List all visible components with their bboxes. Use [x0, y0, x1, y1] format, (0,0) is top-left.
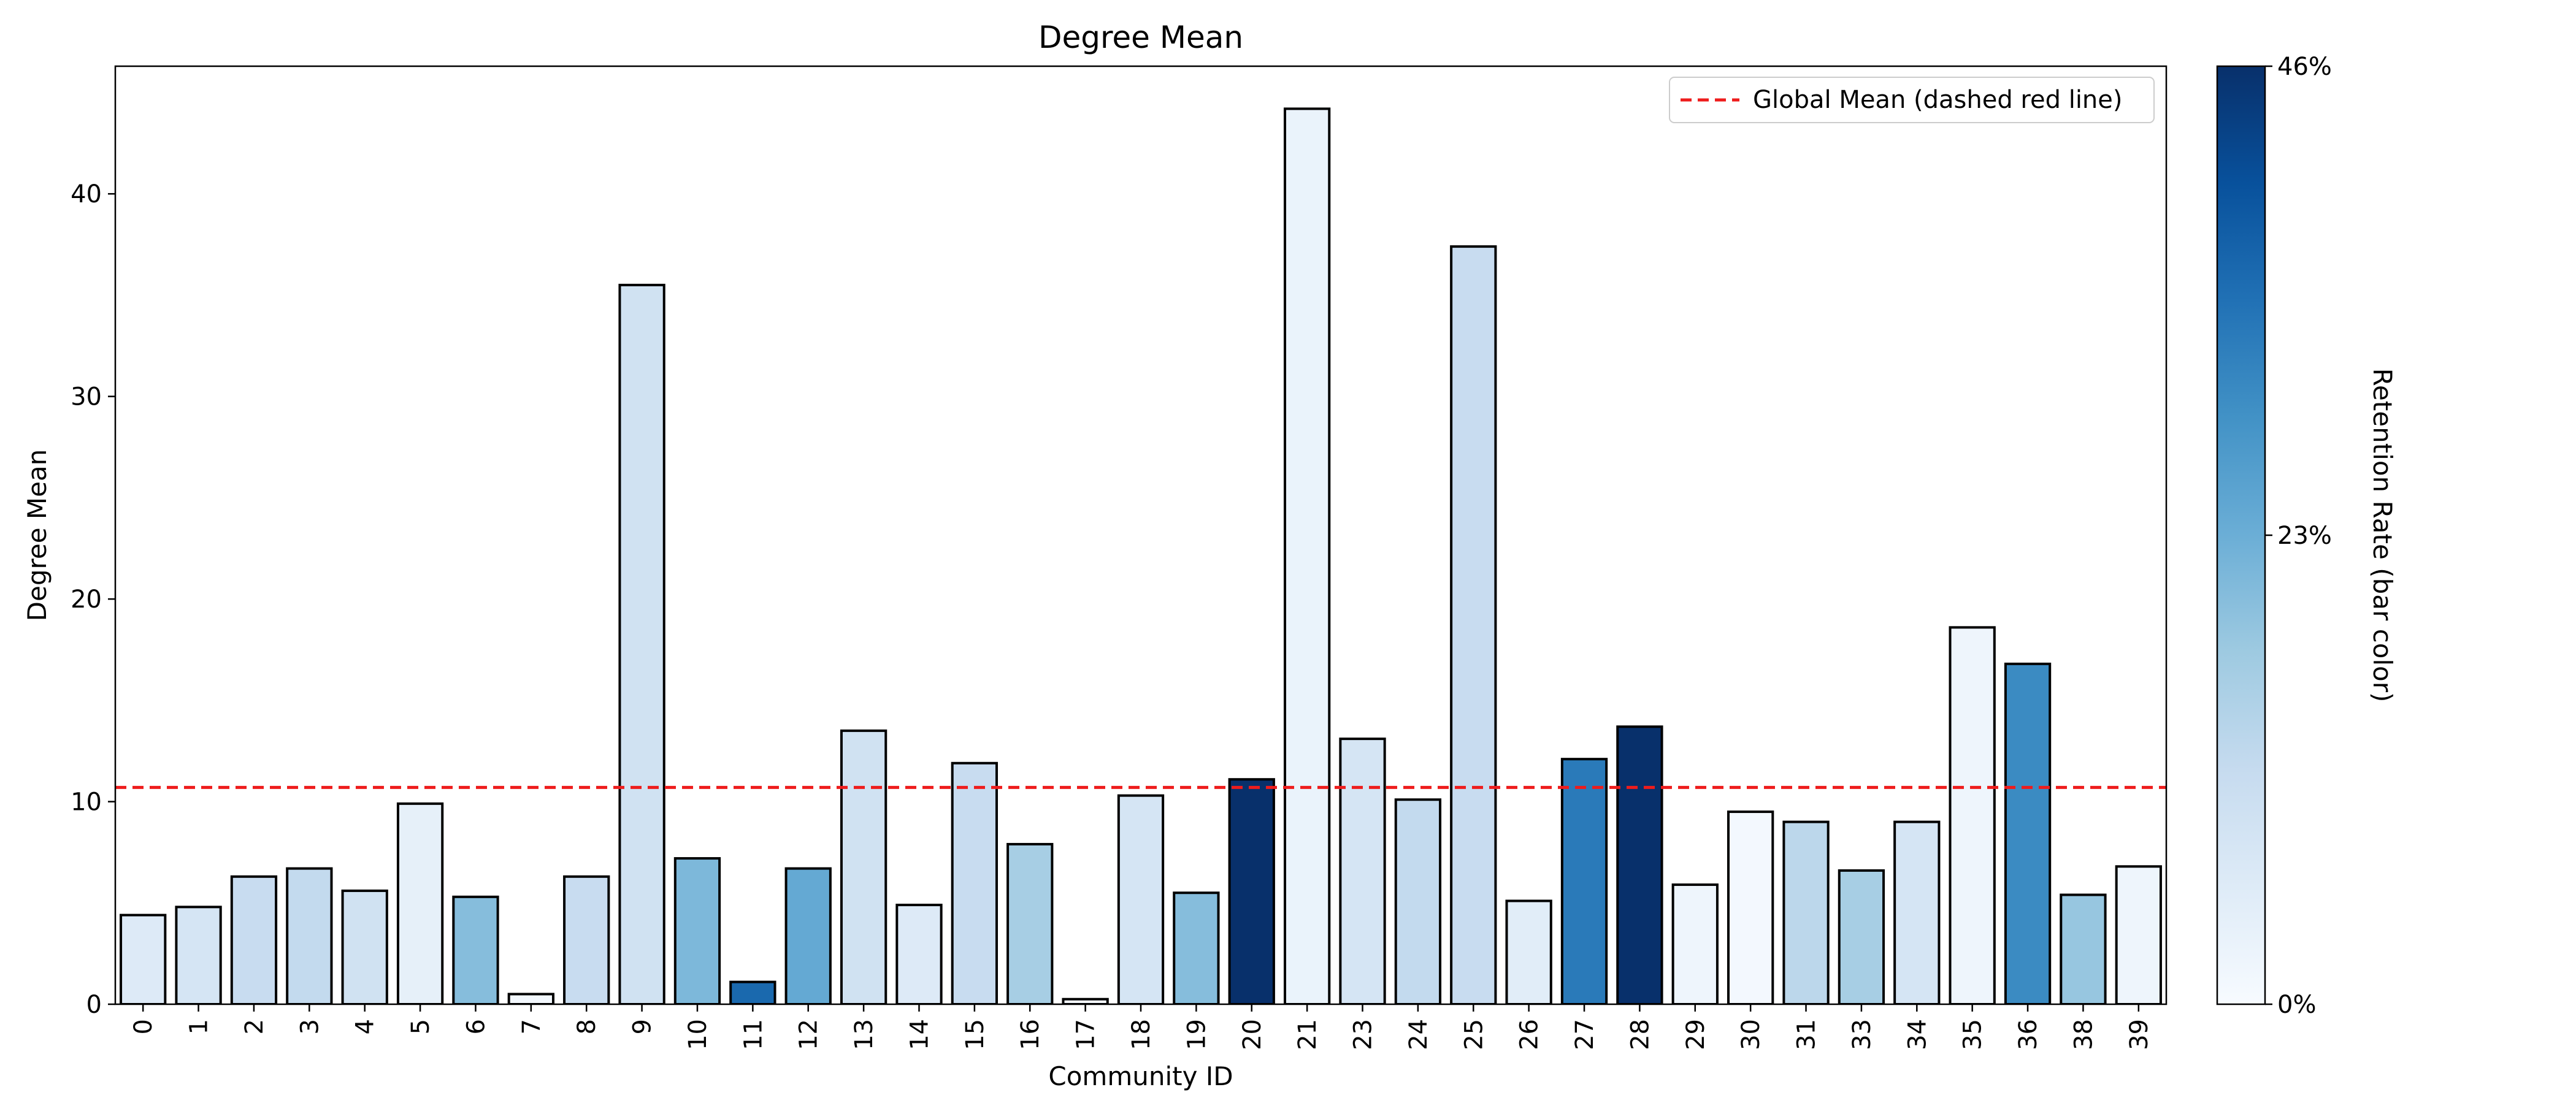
bar-36	[2004, 662, 2052, 1004]
bar-33	[1838, 869, 1885, 1004]
x-tick-label: 29	[1682, 1019, 1710, 1050]
bar-15	[951, 761, 999, 1004]
x-tick-label: 13	[850, 1019, 878, 1050]
x-tick-label: 7	[518, 1019, 546, 1034]
x-tick-label: 28	[1626, 1019, 1654, 1050]
x-axis: 0 1 2 3 4 5 6 7 8 9 10 11 12 13 14 15 16 17 18 19 20 21 23 24 25…	[129, 1004, 2153, 1050]
bar-28	[1616, 725, 1663, 1004]
bar-34	[1893, 820, 1941, 1004]
bar-11	[729, 980, 776, 1004]
bar-7	[507, 993, 554, 1004]
x-tick-label: 18	[1127, 1019, 1156, 1050]
bar-20	[1228, 778, 1275, 1004]
bar-26	[1505, 899, 1552, 1004]
bar-31	[1782, 820, 1830, 1004]
bar-25	[1450, 245, 1497, 1004]
x-tick-label: 1	[185, 1019, 213, 1034]
x-tick-label: 0	[129, 1019, 158, 1034]
bar-6	[452, 895, 499, 1004]
bar-4	[341, 889, 388, 1004]
x-tick-label: 4	[351, 1019, 380, 1034]
bar-35	[1949, 626, 1996, 1004]
legend-label: Global Mean (dashed red line)	[1753, 86, 2123, 114]
x-tick-label: 3	[296, 1019, 324, 1034]
x-tick-label: 5	[407, 1019, 435, 1034]
bar-21	[1283, 107, 1331, 1004]
x-tick-label: 19	[1183, 1019, 1211, 1050]
bar-14	[895, 904, 943, 1004]
y-tick-label: 20	[71, 585, 102, 614]
x-tick-label: 27	[1571, 1019, 1599, 1050]
bar-8	[563, 875, 610, 1004]
bar-16	[1006, 842, 1054, 1004]
x-tick-label: 35	[1959, 1019, 1987, 1050]
x-tick-label: 9	[629, 1019, 657, 1034]
colorbar-tick-label: 46%	[2277, 53, 2332, 81]
x-tick-label: 33	[1848, 1019, 1876, 1050]
bar-24	[1394, 798, 1442, 1004]
colorbar: 0% 23% 46% Retention Rate (bar color)	[2216, 53, 2398, 1019]
bar-27	[1560, 758, 1608, 1004]
bar-29	[1671, 883, 1719, 1004]
x-tick-label: 10	[684, 1019, 712, 1050]
chart-title: Degree Mean	[1038, 20, 1243, 55]
bar-39	[2115, 865, 2162, 1004]
bar-19	[1173, 891, 1220, 1004]
bar-18	[1117, 794, 1165, 1004]
legend: Global Mean (dashed red line)	[1669, 77, 2155, 123]
x-tick-label: 34	[1903, 1019, 1931, 1050]
x-tick-label: 15	[961, 1019, 989, 1050]
bar-12	[784, 867, 832, 1004]
bar-38	[2060, 893, 2107, 1004]
y-tick-label: 40	[71, 180, 102, 208]
x-tick-label: 25	[1460, 1019, 1488, 1050]
bar-0	[120, 913, 167, 1004]
x-tick-label: 31	[1793, 1019, 1821, 1050]
x-tick-label: 11	[739, 1019, 767, 1050]
x-tick-label: 8	[573, 1019, 601, 1034]
bar-10	[673, 857, 721, 1004]
colorbar-label: Retention Rate (bar color)	[2367, 368, 2398, 703]
bar-13	[840, 729, 887, 1004]
y-tick-label: 0	[86, 991, 102, 1019]
bar-23	[1339, 738, 1386, 1004]
bar-5	[396, 802, 444, 1004]
x-tick-label: 23	[1349, 1019, 1378, 1050]
y-axis-title: Degree Mean	[22, 449, 52, 622]
colorbar-tick-label: 23%	[2277, 522, 2332, 550]
x-tick-label: 2	[240, 1019, 269, 1034]
bar-2	[230, 875, 278, 1004]
x-tick-label: 38	[2069, 1019, 2098, 1050]
bar-30	[1727, 810, 1774, 1004]
colorbar-gradient	[2216, 65, 2266, 1005]
bar-1	[175, 906, 222, 1004]
x-tick-label: 21	[1294, 1019, 1322, 1050]
x-tick-label: 30	[1737, 1019, 1765, 1050]
x-axis-title: Community ID	[1048, 1061, 1233, 1091]
x-tick-label: 14	[905, 1019, 933, 1050]
colorbar-ticks: 0% 23% 46%	[2265, 53, 2332, 1019]
x-tick-label: 36	[2014, 1019, 2042, 1050]
x-tick-label: 24	[1405, 1019, 1433, 1050]
y-tick-label: 10	[71, 788, 102, 817]
bar-3	[286, 867, 333, 1004]
x-tick-label: 16	[1016, 1019, 1045, 1050]
x-tick-label: 39	[2125, 1019, 2153, 1050]
x-tick-label: 12	[795, 1019, 823, 1050]
y-axis: 0 10 20 30 40	[71, 180, 115, 1019]
bar-9	[618, 283, 665, 1004]
bars	[120, 107, 2162, 1004]
colorbar-tick-label: 0%	[2277, 991, 2316, 1019]
x-tick-label: 20	[1238, 1019, 1267, 1050]
x-tick-label: 26	[1516, 1019, 1544, 1050]
x-tick-label: 6	[462, 1019, 490, 1034]
y-tick-label: 30	[71, 383, 102, 411]
legend-box	[1669, 77, 2155, 123]
x-tick-label: 17	[1072, 1019, 1100, 1050]
